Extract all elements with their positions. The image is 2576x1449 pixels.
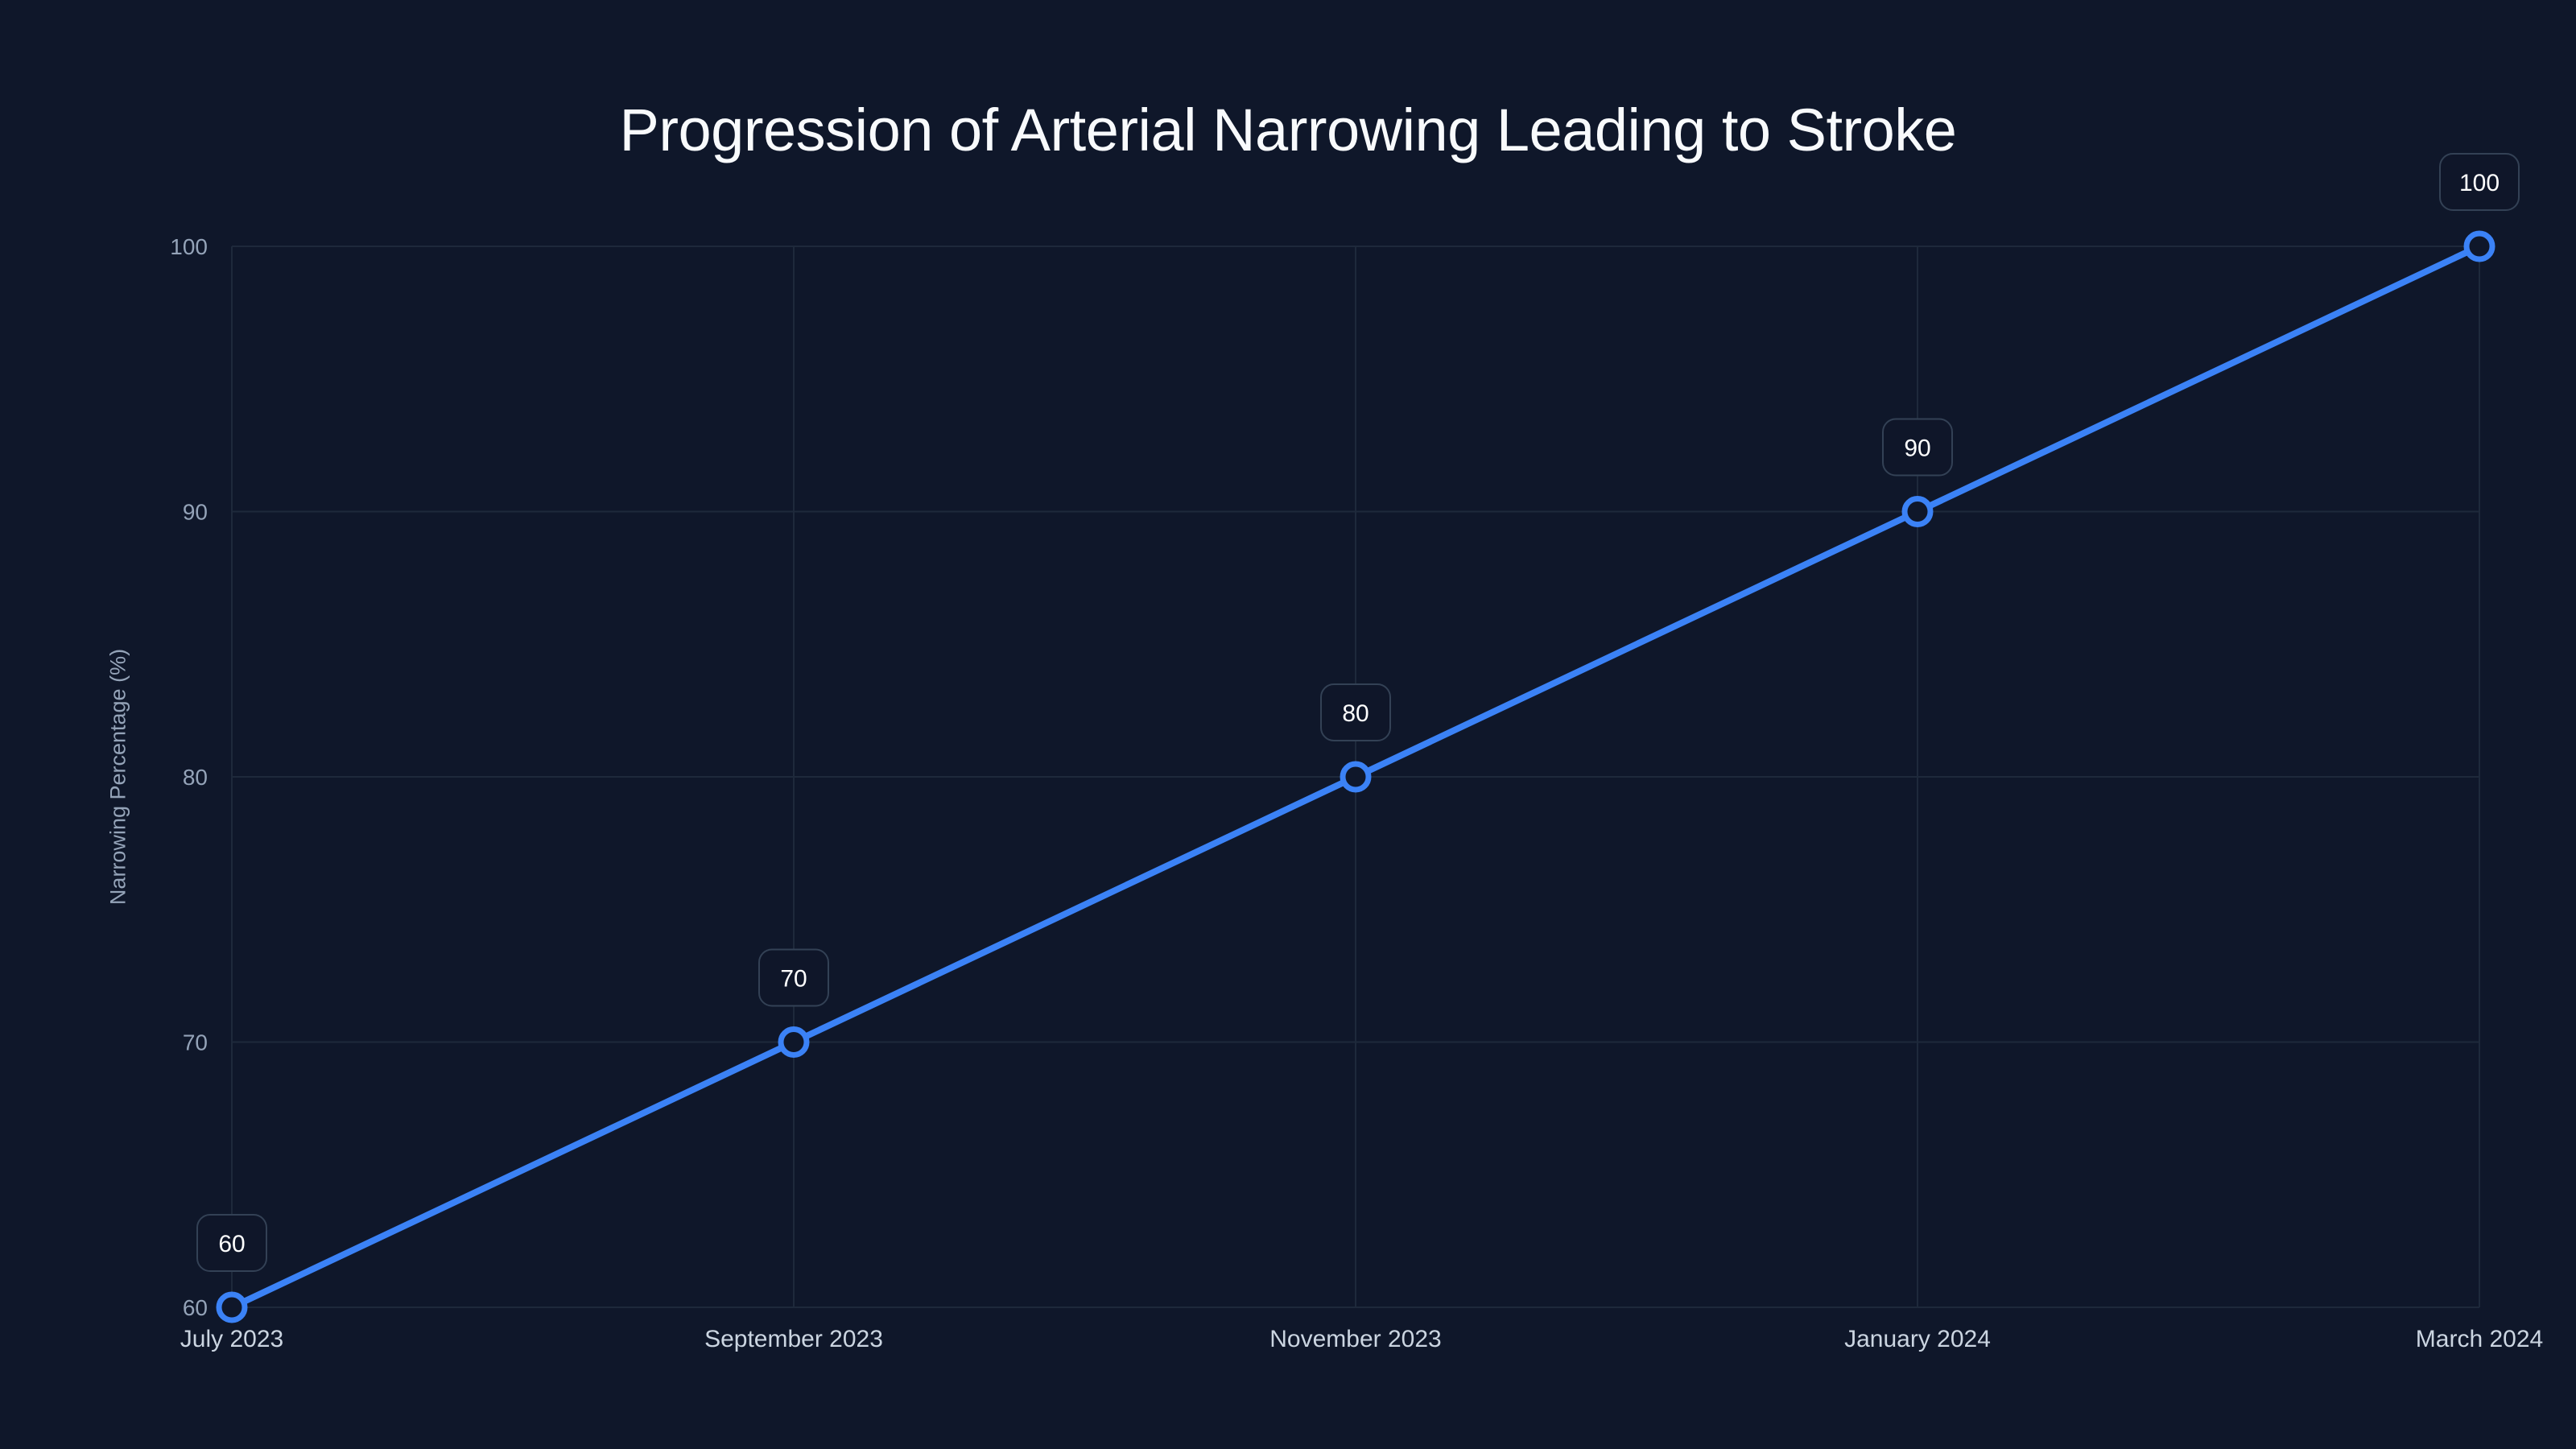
data-label-box (1882, 418, 1953, 477)
y-tick-label: 90 (183, 500, 208, 525)
x-tick-label: November 2023 (1269, 1326, 1441, 1352)
x-tick-label: January 2024 (1844, 1326, 1991, 1352)
y-axis-ticks: 60 70 80 90 100 (170, 234, 208, 1320)
data-point-marker[interactable] (216, 1291, 248, 1323)
data-label-text: 80 (1342, 700, 1368, 727)
data-point-marker[interactable] (2463, 230, 2496, 262)
data-label: 60 (196, 1214, 267, 1272)
data-label: 90 (1882, 418, 1953, 477)
chart-title: Progression of Arterial Narrowing Leadin… (619, 97, 1957, 163)
data-label: 80 (1320, 683, 1391, 741)
data-label-box (1320, 683, 1391, 741)
x-tick-label: March 2024 (2416, 1326, 2543, 1352)
y-tick-label: 70 (183, 1030, 208, 1055)
x-tick-label: July 2023 (180, 1326, 283, 1352)
data-point-marker[interactable] (778, 1026, 810, 1058)
data-point-marker[interactable] (1340, 761, 1372, 793)
data-label: 100 (2439, 153, 2520, 211)
data-labels: 60 70 80 90 100 (196, 153, 2520, 1272)
data-label-box (758, 948, 829, 1007)
y-tick-label: 80 (183, 765, 208, 790)
data-label-text: 100 (2459, 170, 2500, 196)
data-markers (216, 230, 2496, 1323)
x-axis-ticks: July 2023 September 2023 November 2023 Janu… (180, 1326, 2543, 1352)
x-tick-label: September 2023 (704, 1326, 883, 1352)
data-label-box (196, 1214, 267, 1272)
data-point-marker[interactable] (1901, 496, 1934, 527)
data-label-box (2439, 153, 2520, 211)
data-label-text: 90 (1904, 436, 1930, 462)
data-label: 70 (758, 948, 829, 1007)
data-label-text: 60 (218, 1231, 245, 1257)
y-tick-label: 100 (170, 234, 208, 259)
y-tick-label: 60 (183, 1295, 208, 1320)
data-label-text: 70 (780, 966, 807, 993)
